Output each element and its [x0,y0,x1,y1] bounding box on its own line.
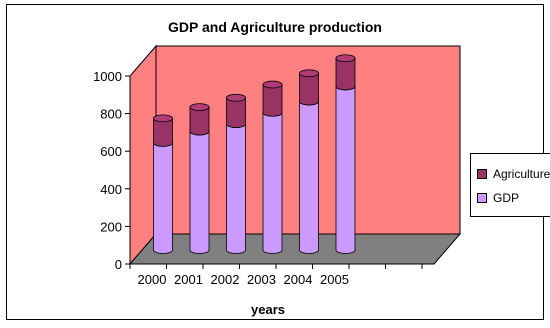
y-axis: 0 200 400 600 800 1000 [93,69,131,272]
bar-agriculture-top [335,54,356,63]
bar-gdp-body [335,86,356,254]
bar-agriculture-body [299,72,319,106]
y-tick-label: 1000 [93,69,122,84]
bar-agriculture-top [299,69,319,78]
bar-gdp [226,120,246,254]
y-tick-label: 600 [100,144,122,159]
bar-agriculture-top [189,103,210,112]
x-axis-label: years [251,302,285,317]
bar-gdp-body [153,142,173,254]
legend-swatch-gdp [477,193,487,203]
bar-gdp [335,82,356,254]
bar-gdp [299,97,319,254]
plot-side-wall [129,44,157,266]
plot-walls [128,44,462,266]
bar-agriculture [299,69,319,106]
x-tick-label: 2002 [211,272,240,287]
bar-gdp [153,138,173,254]
bars [153,54,356,254]
legend-label-agriculture: Agriculture [493,167,550,181]
bar-gdp-body [189,131,210,254]
x-axis: 2000 2001 2002 2003 2004 2005 [129,263,434,287]
bar-agriculture-top [153,114,173,123]
bar-agriculture-body [335,57,356,91]
bar-gdp-body [226,123,246,254]
legend-swatch-agriculture [477,169,487,179]
y-tick-label: 800 [100,107,122,122]
x-tick-label: 2005 [320,272,349,287]
bar-agriculture [262,80,283,117]
bar-agriculture-body [226,97,246,128]
bar-agriculture [335,54,356,91]
bar-agriculture-top [226,93,246,102]
bar-agriculture [189,103,210,136]
x-tick-label: 2000 [138,272,167,287]
bar-agriculture-top [262,80,283,89]
legend-label-gdp: GDP [493,191,520,205]
x-tick-label: 2003 [247,272,276,287]
y-tick-label: 200 [100,219,122,234]
bar-gdp [189,127,210,254]
bar-agriculture-body [262,84,283,117]
y-tick-label: 400 [100,182,122,197]
y-tick-label: 0 [115,257,122,272]
bar-gdp-body [262,112,283,254]
legend-item-gdp: GDP [477,191,519,205]
chart-title: GDP and Agriculture production [168,19,382,35]
bar-agriculture-body [189,106,210,136]
x-tick-label: 2001 [174,272,203,287]
bar-gdp-body [299,101,319,254]
x-tick-label: 2004 [284,272,313,287]
legend-item-agriculture: Agriculture [477,167,550,181]
bar-agriculture [226,93,246,128]
bar-gdp [262,108,283,254]
legend: Agriculture GDP [470,153,550,217]
bar-agriculture-body [153,118,173,147]
plot-floor [128,233,462,265]
bar-agriculture [153,114,173,147]
